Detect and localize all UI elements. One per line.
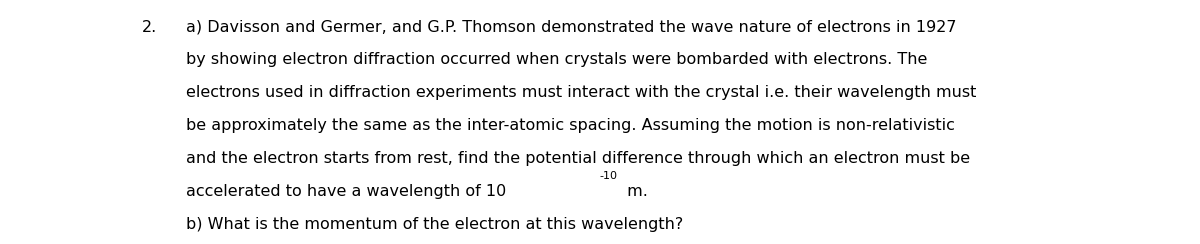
Text: by showing electron diffraction occurred when crystals were bombarded with elect: by showing electron diffraction occurred… <box>186 52 928 67</box>
Text: electrons used in diffraction experiments must interact with the crystal i.e. th: electrons used in diffraction experiment… <box>186 85 977 100</box>
Text: and the electron starts from rest, find the potential difference through which a: and the electron starts from rest, find … <box>186 151 970 166</box>
Text: -10: -10 <box>599 171 617 181</box>
Text: a) Davisson and Germer, and G.P. Thomson demonstrated the wave nature of electro: a) Davisson and Germer, and G.P. Thomson… <box>186 20 956 34</box>
Text: be approximately the same as the inter-atomic spacing. Assuming the motion is no: be approximately the same as the inter-a… <box>186 118 955 133</box>
Text: accelerated to have a wavelength of 10: accelerated to have a wavelength of 10 <box>186 184 506 199</box>
Text: b) What is the momentum of the electron at this wavelength?: b) What is the momentum of the electron … <box>186 217 683 232</box>
Text: 2.: 2. <box>142 20 157 34</box>
Text: m.: m. <box>623 184 648 199</box>
Text: -10: -10 <box>599 171 617 181</box>
